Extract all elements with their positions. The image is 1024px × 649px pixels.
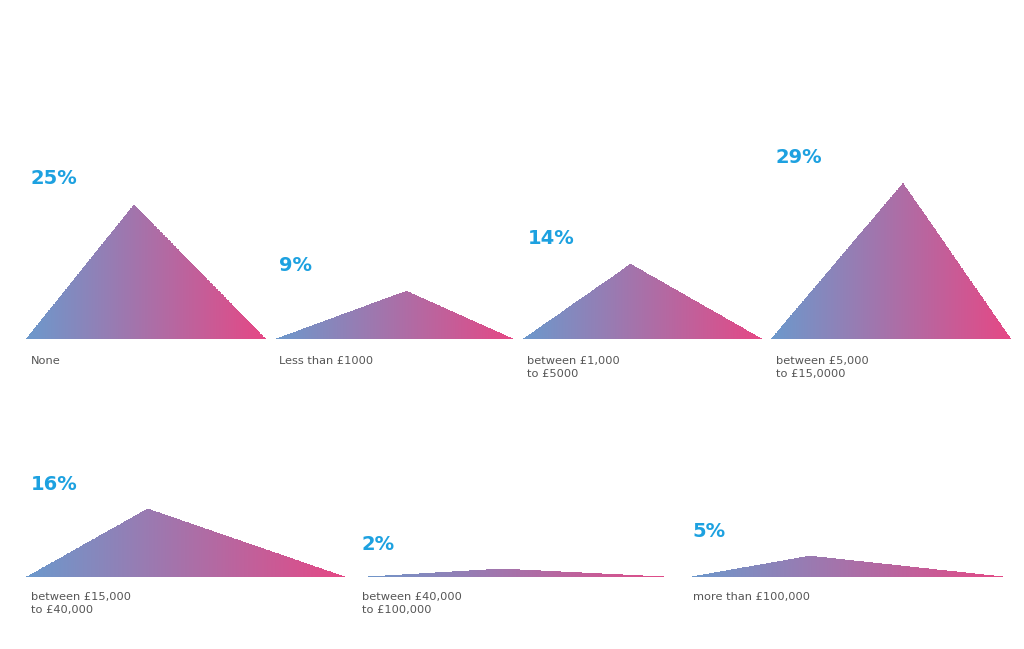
Text: Less than £1000: Less than £1000 — [279, 356, 373, 365]
Text: more than £100,000: more than £100,000 — [693, 591, 810, 602]
Text: 16%: 16% — [31, 475, 78, 494]
Text: 5%: 5% — [693, 522, 726, 541]
Text: 14%: 14% — [527, 228, 574, 247]
Text: between £15,000
to £40,000: between £15,000 to £40,000 — [31, 591, 131, 615]
Text: Source: Live Art Research, 2019 Survey of Individuals: Source: Live Art Research, 2019 Survey o… — [31, 117, 402, 131]
Text: 25%: 25% — [31, 169, 78, 188]
Text: 9%: 9% — [279, 256, 312, 275]
Text: 221 Answered: 221 Answered — [31, 90, 130, 103]
Text: Q33. In the last 5 years, the average amount of funding I have
received per gran: Q33. In the last 5 years, the average am… — [31, 7, 644, 50]
Text: between £1,000
to £5000: between £1,000 to £5000 — [527, 356, 621, 379]
Text: 29%: 29% — [776, 147, 822, 167]
Text: between £5,000
to £15,0000: between £5,000 to £15,0000 — [776, 356, 868, 379]
Text: between £40,000
to £100,000: between £40,000 to £100,000 — [361, 591, 462, 615]
Text: 2%: 2% — [361, 535, 395, 554]
Text: None: None — [31, 356, 60, 365]
